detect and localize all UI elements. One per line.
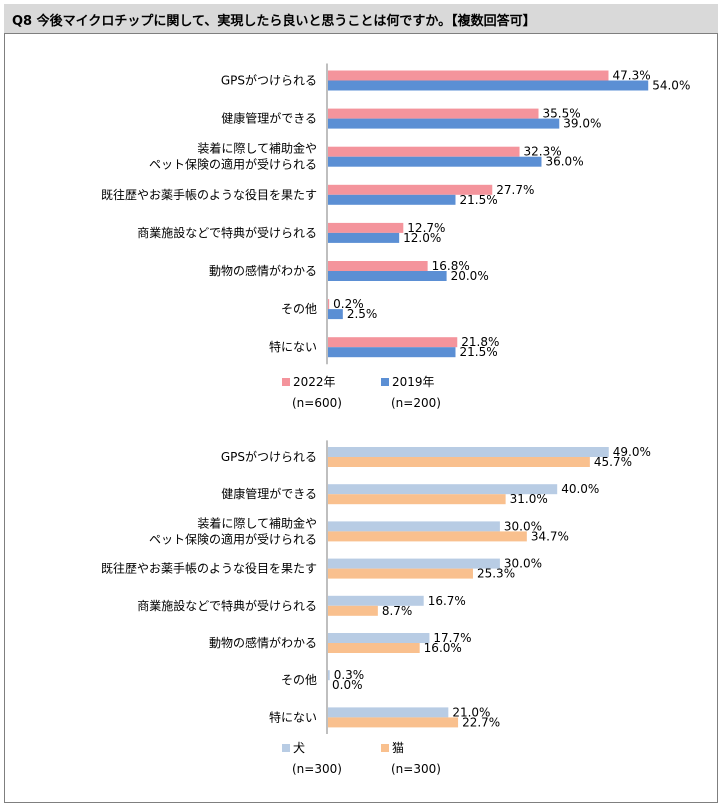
bar-2 xyxy=(328,118,560,129)
data-label: 20.0% xyxy=(451,269,489,283)
category-label: 装着に際して補助金や xyxy=(197,515,317,530)
category-label: その他 xyxy=(281,673,317,687)
data-label: 36.0% xyxy=(545,155,583,169)
data-label: 45.7% xyxy=(594,455,632,469)
data-label: 27.7% xyxy=(496,183,534,197)
bar-1 xyxy=(328,299,330,310)
bar-1 xyxy=(328,558,500,569)
chart-frame xyxy=(4,4,718,803)
bar-1 xyxy=(328,337,458,348)
bar-2 xyxy=(328,347,456,358)
category-label: ペット保険の適用が受けられる xyxy=(149,531,317,546)
data-label: 22.7% xyxy=(462,715,500,729)
bar-1 xyxy=(328,222,404,233)
legend-swatch-1 xyxy=(282,744,290,752)
legend-label: 猫 xyxy=(392,741,404,755)
bar-1 xyxy=(328,521,500,532)
data-label: 8.7% xyxy=(382,604,413,618)
bar-2 xyxy=(328,156,542,167)
category-label: 特にない xyxy=(269,339,317,354)
bar-2 xyxy=(328,271,447,281)
data-label: 31.0% xyxy=(510,492,548,506)
bar-2 xyxy=(328,717,459,728)
bar-2 xyxy=(328,643,420,653)
data-label: 16.7% xyxy=(428,594,466,608)
data-label: 35.5% xyxy=(543,107,581,121)
title-bar: Q8 今後マイクロチップに関して、実現したら良いと思うことは何ですか。【複数回答… xyxy=(4,4,718,34)
data-label: 16.8% xyxy=(432,259,470,273)
chart-title: Q8 今後マイクロチップに関して、実現したら良いと思うことは何ですか。【複数回答… xyxy=(12,14,536,29)
category-label: 既往歴やお薬手帳のような役目を果たす xyxy=(101,561,317,576)
category-label: 商業施設などで特典が受けられる xyxy=(137,598,317,613)
bar-1 xyxy=(328,70,609,81)
bar-1 xyxy=(328,447,609,457)
bar-1 xyxy=(328,633,430,643)
bar-2 xyxy=(328,494,506,505)
bar-1 xyxy=(328,184,493,195)
data-label: 34.7% xyxy=(531,529,569,543)
data-label: 30.0% xyxy=(504,519,542,533)
bar-1 xyxy=(328,670,330,681)
data-label: 32.3% xyxy=(524,145,562,159)
data-label: 49.0% xyxy=(613,445,651,459)
data-label: 54.0% xyxy=(652,79,690,93)
data-label: 0.0% xyxy=(332,678,363,692)
bar-1 xyxy=(328,108,539,119)
legend-swatch-2 xyxy=(381,744,389,752)
legend-sample: (n=300) xyxy=(391,762,441,776)
bar-1 xyxy=(328,595,424,606)
bar-1 xyxy=(328,707,449,718)
data-label: 17.7% xyxy=(433,631,471,645)
data-label: 0.2% xyxy=(333,297,364,311)
data-label: 0.3% xyxy=(334,668,365,682)
legend-label: 2022年 xyxy=(293,375,336,389)
legend-label: 犬 xyxy=(293,741,305,755)
bar-2 xyxy=(328,605,378,616)
data-label: 16.0% xyxy=(424,641,462,655)
category-label: その他 xyxy=(281,302,317,316)
category-label: 動物の感情がわかる xyxy=(209,635,317,650)
category-label: 健康管理ができる xyxy=(221,111,317,126)
category-label: 商業施設などで特典が受けられる xyxy=(137,225,317,240)
category-label: 特にない xyxy=(269,709,317,724)
data-label: 47.3% xyxy=(612,69,650,83)
legend-swatch-1 xyxy=(282,378,290,386)
legend-sample: (n=300) xyxy=(292,762,342,776)
bar-2 xyxy=(328,309,343,320)
data-label: 12.0% xyxy=(403,231,441,245)
data-label: 12.7% xyxy=(407,221,445,235)
legend-swatch-2 xyxy=(381,378,389,386)
data-label: 39.0% xyxy=(563,117,601,131)
data-label: 21.0% xyxy=(452,705,490,719)
legend-sample: (n=200) xyxy=(391,396,441,410)
bar-2 xyxy=(328,232,400,243)
data-label: 21.5% xyxy=(459,193,497,207)
category-label: GPSがつけられる xyxy=(221,73,317,88)
legend-label: 2019年 xyxy=(392,375,435,389)
bar-2 xyxy=(328,568,473,579)
bar-2 xyxy=(328,80,649,91)
data-label: 21.5% xyxy=(459,345,497,359)
data-label: 25.3% xyxy=(477,567,515,581)
bar-2 xyxy=(328,531,527,542)
category-label: 既往歴やお薬手帳のような役目を果たす xyxy=(101,187,317,202)
category-label: 装着に際して補助金や xyxy=(197,141,317,156)
data-label: 30.0% xyxy=(504,557,542,571)
data-label: 21.8% xyxy=(461,335,499,349)
category-label: 動物の感情がわかる xyxy=(209,263,317,278)
category-label: GPSがつけられる xyxy=(221,449,317,464)
category-label: ペット保険の適用が受けられる xyxy=(149,157,317,172)
data-label: 2.5% xyxy=(347,307,378,321)
legend-sample: (n=600) xyxy=(292,396,342,410)
category-label: 健康管理ができる xyxy=(221,486,317,501)
bar-2 xyxy=(328,194,456,205)
bar-1 xyxy=(328,261,428,271)
bar-1 xyxy=(328,484,558,495)
bar-1 xyxy=(328,146,520,157)
bar-2 xyxy=(328,457,590,467)
data-label: 40.0% xyxy=(561,482,599,496)
